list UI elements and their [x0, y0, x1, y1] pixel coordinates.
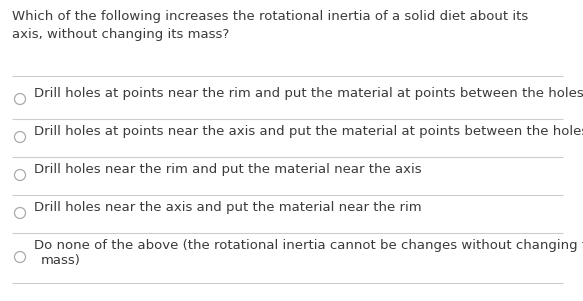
Text: Drill holes near the axis and put the material near the rim: Drill holes near the axis and put the ma… [34, 201, 422, 215]
Text: Do none of the above (the rotational inertia cannot be changes without changing : Do none of the above (the rotational ine… [34, 239, 583, 252]
Text: Drill holes near the rim and put the material near the axis: Drill holes near the rim and put the mat… [34, 163, 422, 176]
Text: mass): mass) [41, 254, 81, 267]
Text: axis, without changing its mass?: axis, without changing its mass? [12, 28, 229, 41]
Text: Drill holes at points near the axis and put the material at points between the h: Drill holes at points near the axis and … [34, 126, 583, 138]
Text: Drill holes at points near the rim and put the material at points between the ho: Drill holes at points near the rim and p… [34, 88, 583, 101]
Text: Which of the following increases the rotational inertia of a solid diet about it: Which of the following increases the rot… [12, 10, 528, 23]
